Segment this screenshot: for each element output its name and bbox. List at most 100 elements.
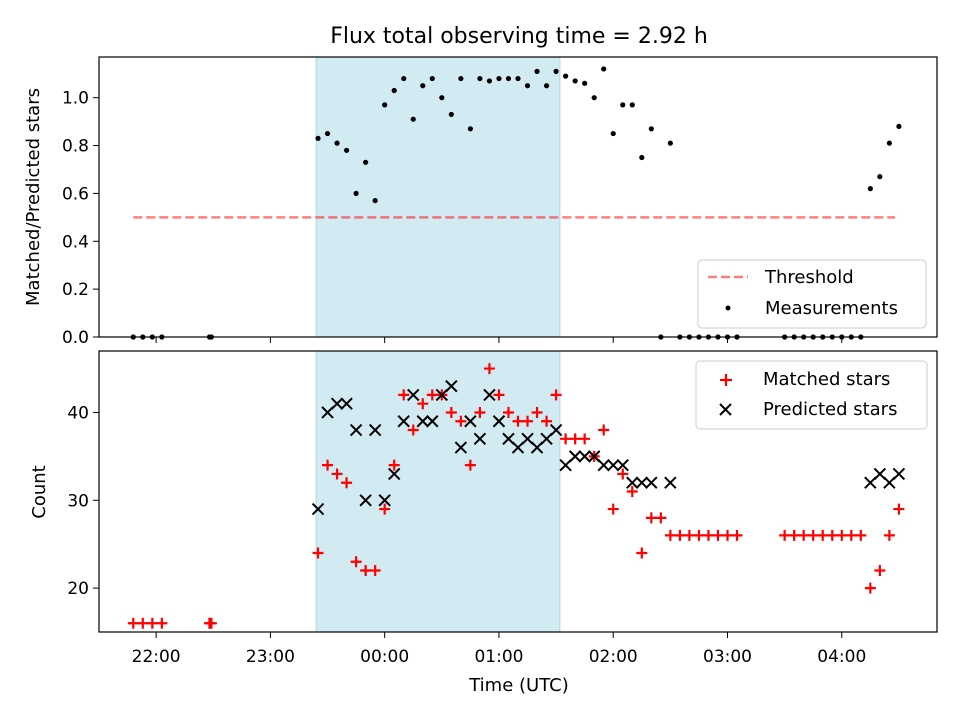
- predicted-star-point: [311, 502, 325, 516]
- matched-star-point: [474, 406, 486, 418]
- matched-star-point: [483, 363, 495, 375]
- predicted-star-point: [397, 415, 410, 428]
- predicted-star-point: [340, 397, 353, 410]
- matched-star-point: [845, 529, 857, 541]
- matched-star-point: [388, 459, 400, 471]
- bottom-panel: 20 30 40 22:00 23:00 00:00 01:00 02:00 03:00 04:…: [29, 350, 938, 696]
- matched-star-point: [360, 565, 372, 577]
- matched-star-point: [655, 512, 667, 524]
- matched-star-point: [205, 617, 217, 629]
- measurement-point: [496, 75, 502, 82]
- top-panel: 0.0 0.2 0.4 0.6 0.8 1.0 Matched/Predicted sta…: [23, 56, 938, 348]
- x-tick-label: 03:00: [703, 647, 752, 667]
- measurement-point: [343, 147, 350, 153]
- x-tick-label: 04:00: [817, 647, 866, 667]
- measurement-point: [886, 140, 892, 146]
- matched-star-point: [702, 529, 714, 541]
- x-tick-label: 00:00: [360, 647, 409, 667]
- measurement-point: [896, 123, 902, 130]
- legend-measurements-swatch: [725, 305, 731, 311]
- matched-star-point: [445, 406, 457, 418]
- matched-star-point: [607, 503, 619, 515]
- measurement-point: [353, 190, 359, 197]
- top-y-tick-label: 1.0: [62, 89, 89, 109]
- x-tick-label: 02:00: [589, 647, 638, 667]
- predicted-star-point: [492, 415, 506, 428]
- matched-star-point: [331, 468, 343, 480]
- measurement-point: [534, 68, 540, 74]
- top-legend: Threshold Measurements: [697, 259, 927, 329]
- x-axis-label: Time (UTC): [468, 675, 569, 696]
- measurement-point: [639, 154, 645, 161]
- predicted-star-point: [635, 476, 649, 489]
- measurement-point: [372, 197, 378, 204]
- matched-star-point: [127, 617, 139, 629]
- predicted-star-point: [626, 476, 639, 489]
- predicted-star-point: [426, 415, 439, 428]
- predicted-star-point: [368, 423, 382, 437]
- predicted-star-point: [549, 423, 563, 437]
- measurement-point: [439, 95, 445, 101]
- matched-star-point: [417, 398, 429, 410]
- measurement-point: [629, 102, 635, 108]
- matched-star-point: [722, 529, 733, 541]
- chart-title: Flux total observing time = 2.92 h: [330, 24, 708, 49]
- matched-star-point: [626, 486, 638, 497]
- matched-star-point: [455, 415, 467, 427]
- measurement-point: [610, 130, 616, 137]
- top-legend-box: [697, 259, 927, 329]
- predicted-star-point: [597, 458, 610, 472]
- matched-star-point: [512, 415, 524, 427]
- predicted-star-point: [407, 388, 420, 402]
- legend-matched-label: Matched stars: [763, 369, 890, 390]
- predicted-star-point: [483, 388, 496, 402]
- observing-interval-shade: [315, 350, 561, 633]
- matched-star-point: [836, 529, 848, 541]
- measurement-point: [315, 135, 321, 141]
- matched-star-point: [798, 529, 810, 541]
- predicted-star-point: [349, 423, 363, 437]
- measurement-point: [363, 159, 369, 165]
- matched-star-point: [369, 565, 381, 577]
- matched-star-point: [407, 424, 419, 436]
- matched-star-point: [312, 547, 324, 559]
- measurement-point: [867, 186, 873, 192]
- measurement-point: [601, 66, 607, 72]
- measurement-point: [420, 83, 426, 89]
- matched-star-point: [464, 459, 476, 471]
- top-y-tick-label: 0.2: [62, 280, 89, 300]
- matched-star-point: [864, 582, 876, 594]
- matched-star-point: [322, 459, 334, 471]
- matched-star-point: [712, 529, 724, 541]
- matched-star-point: [807, 529, 819, 541]
- matched-star-point: [398, 389, 410, 401]
- measurement-point: [524, 83, 531, 89]
- observing-interval-shade: [315, 56, 561, 338]
- matched-star-point: [426, 389, 438, 401]
- measurement-point: [391, 87, 397, 94]
- bottom-shade-layer: [315, 350, 561, 633]
- x-tick-label: 01:00: [474, 647, 523, 667]
- measurement-point: [486, 78, 493, 84]
- matched-star-point: [826, 529, 838, 541]
- legend-predicted-swatch: [719, 403, 732, 416]
- measurement-point: [553, 68, 559, 74]
- matched-star-point: [664, 529, 676, 541]
- measurement-point: [572, 78, 578, 84]
- measurement-point: [543, 83, 550, 89]
- bottom-axes-frame: [98, 350, 938, 633]
- bottom-y-axis-label: Count: [29, 465, 50, 518]
- matched-star-point: [146, 617, 158, 629]
- matched-star-point: [883, 529, 895, 541]
- predicted-star-point: [464, 415, 477, 428]
- matched-star-point: [731, 529, 743, 541]
- top-shade-layer: [315, 56, 561, 338]
- measurement-point: [591, 95, 597, 101]
- matched-star-point: [855, 529, 867, 541]
- measurement-point: [401, 75, 407, 82]
- matched-star-point: [531, 406, 543, 418]
- predicted-star-point: [359, 494, 372, 507]
- matched-star-point: [617, 468, 629, 480]
- matched-star-point: [156, 617, 168, 629]
- measurement-point: [563, 73, 569, 79]
